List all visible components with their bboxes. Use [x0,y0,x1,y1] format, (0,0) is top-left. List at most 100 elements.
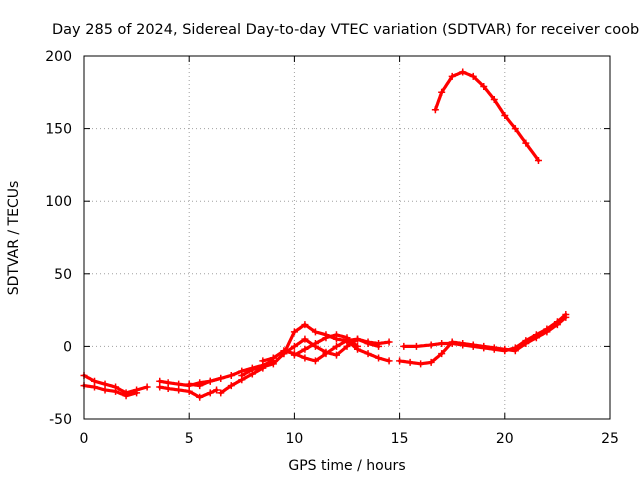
x-axis-label: GPS time / hours [288,458,405,474]
data-point [290,351,298,359]
data-point [511,125,519,133]
data-point [417,360,425,368]
x-tick-label: 5 [185,431,194,447]
data-point [343,342,351,350]
data-point [332,351,340,359]
x-tick-label: 15 [391,431,409,447]
data-point [354,335,362,343]
data-point [375,342,383,350]
data-point [385,357,393,365]
data-point [322,334,330,342]
chart-title: Day 285 of 2024, Sidereal Day-to-day VTE… [52,22,639,38]
y-tick-label: -50 [49,412,72,428]
data-point [501,347,509,355]
data-point [290,342,298,350]
series-line [433,70,541,163]
data-point [101,386,109,394]
y-tick-label: 50 [54,267,72,283]
data-point [459,341,467,349]
data-point [164,385,172,393]
data-point [385,338,393,346]
data-point [490,345,498,353]
data-point [469,72,477,80]
series-arc-10 [290,331,362,359]
data-point [400,342,408,350]
data-point [354,342,362,350]
data-point [238,371,246,379]
data-point [406,358,414,366]
data-point [534,157,542,165]
data-point [156,383,164,391]
data-point [431,106,439,114]
data-point [427,358,435,366]
data-point [553,318,561,326]
y-tick-labels: -50 0 50 100 150 200 [45,49,72,428]
data-point [185,387,193,395]
data-point [396,357,404,365]
data-point [269,354,277,362]
series-line [282,337,381,357]
series-line [398,315,568,366]
x-tick-label: 0 [80,431,89,447]
data-point [480,344,488,352]
data-point [522,337,530,345]
data-point [532,331,540,339]
data-point [412,342,420,350]
data-point [438,350,446,358]
grid [84,56,610,419]
data-point [322,348,330,356]
data-point [133,389,141,397]
series-arc-2 [80,382,141,400]
data-series [80,68,570,401]
series-arc-11 [396,313,570,368]
y-tick-label: 100 [45,194,72,210]
x-tick-labels: 0 5 10 15 20 25 [80,431,619,447]
data-point [185,380,193,388]
data-point [248,366,256,374]
data-point [311,328,319,336]
data-point [301,335,309,343]
data-point [543,325,551,333]
y-tick-label: 200 [45,49,72,65]
data-point [469,342,477,350]
data-point [459,68,467,76]
data-point [280,350,288,358]
data-point [343,334,351,342]
data-point [511,344,519,352]
series-arc-13 [431,68,542,165]
x-tick-label: 20 [496,431,514,447]
data-point [290,328,298,336]
data-point [480,82,488,90]
data-point [301,345,309,353]
series-arc-4 [156,383,221,401]
data-point [206,377,214,385]
data-point [332,331,340,339]
data-point [112,387,120,395]
data-point [217,389,225,397]
series-arc-9 [280,335,383,359]
data-point [213,386,221,394]
axis-ticks [83,55,611,420]
data-point [196,382,204,390]
series-line [402,312,568,353]
series-arc-12 [400,310,570,355]
data-point [227,382,235,390]
data-point [143,383,151,391]
x-tick-label: 10 [285,431,303,447]
data-point [501,112,509,120]
data-point [332,342,340,350]
data-point [311,339,319,347]
data-point [217,374,225,382]
data-point [301,321,309,329]
data-point [227,371,235,379]
data-point [364,339,372,347]
y-axis-label: SDTVAR / TECUs [6,181,22,296]
data-point [375,354,383,362]
data-point [448,72,456,80]
data-point [427,341,435,349]
plot-frame [83,55,611,420]
y-tick-label: 150 [45,122,72,138]
data-point [301,354,309,362]
data-point [175,386,183,394]
